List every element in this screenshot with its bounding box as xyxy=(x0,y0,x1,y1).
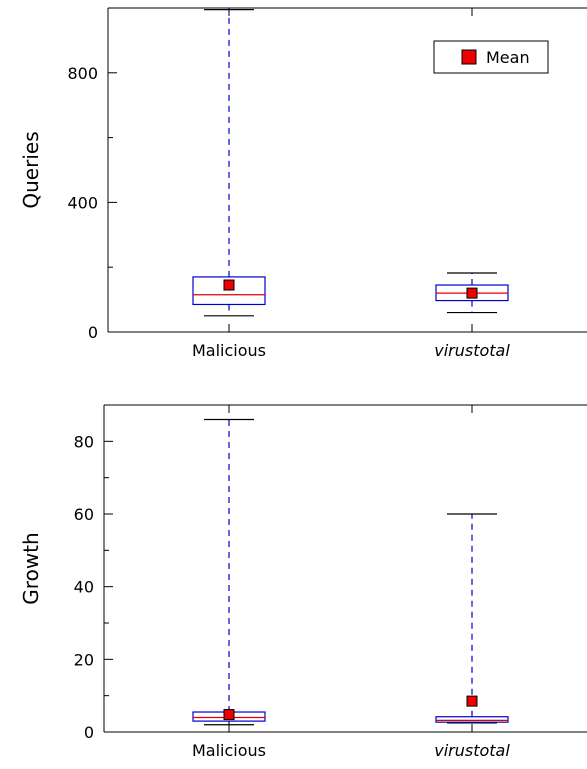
growth-panel: 0 20 40 60 80 Growth Malicious virustotal xyxy=(19,404,587,760)
category-label: virustotal xyxy=(434,741,510,760)
mean-marker xyxy=(466,695,478,707)
legend-swatch xyxy=(461,49,477,65)
category-label: Malicious xyxy=(192,741,266,760)
y-axis-title: Growth xyxy=(19,532,43,604)
y-tick-label: 80 xyxy=(74,432,94,451)
y-tick-label: 60 xyxy=(74,505,94,524)
y-axis-title: Queries xyxy=(19,131,43,208)
y-tick-label: 800 xyxy=(67,64,98,83)
queries-panel: 0 400 800 Queries Malicious virustotal Mean xyxy=(19,7,587,360)
y-tick-label: 0 xyxy=(84,723,94,742)
box-virustotal xyxy=(435,272,509,314)
category-label: virustotal xyxy=(434,341,510,360)
legend: Mean xyxy=(433,40,549,74)
box-body xyxy=(435,716,509,723)
y-tick-label: 400 xyxy=(67,193,98,212)
category-label: Malicious xyxy=(192,341,266,360)
y-tick-label: 0 xyxy=(88,323,98,342)
mean-marker xyxy=(223,279,235,291)
box-body xyxy=(192,276,266,306)
box-virustotal xyxy=(435,513,509,724)
y-tick-label: 20 xyxy=(74,650,94,669)
box-malicious xyxy=(192,418,266,726)
y-tick-label: 40 xyxy=(74,578,94,597)
box-malicious xyxy=(192,9,266,317)
mean-marker xyxy=(466,287,478,299)
legend-label: Mean xyxy=(486,48,530,67)
legend-box xyxy=(433,40,549,74)
mean-marker xyxy=(223,709,235,721)
